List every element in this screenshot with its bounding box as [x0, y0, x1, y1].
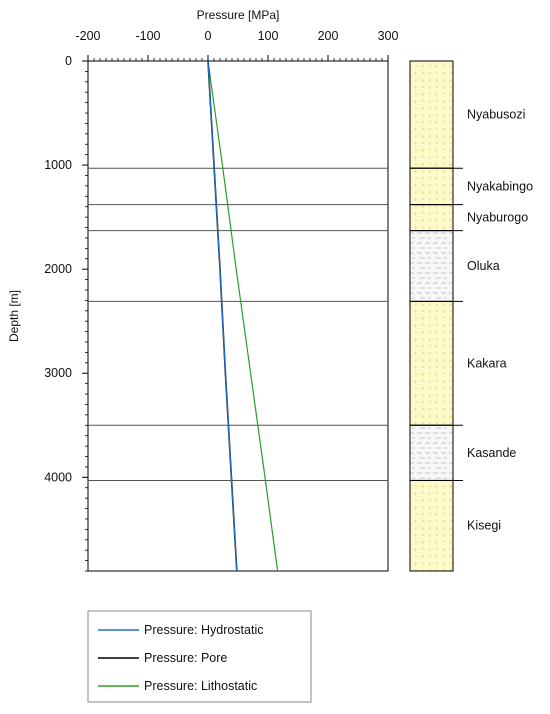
formation-label: Kasande — [467, 446, 516, 460]
lithology-block — [409, 204, 454, 232]
legend: Pressure: Hydrostatic Pressure: Pore Press… — [87, 610, 312, 703]
x-tick-label: 100 — [258, 29, 279, 43]
series-line-pressure--lithostatic — [207, 60, 279, 572]
legend-label: Pressure: Lithostatic — [144, 679, 257, 693]
lithology-block — [409, 60, 454, 169]
y-tick-label: 2000 — [44, 262, 72, 276]
y-axis-title: Depth [m] — [7, 290, 21, 342]
formation-label: Nyaburogo — [467, 211, 528, 225]
lithology-block — [409, 424, 454, 481]
x-axis-title: Pressure [MPa] — [197, 8, 280, 22]
legend-label: Pressure: Pore — [144, 651, 227, 665]
lithology-column — [409, 60, 463, 572]
formation-label: Oluka — [467, 259, 500, 273]
y-tick-label: 3000 — [44, 366, 72, 380]
lithology-block — [409, 230, 454, 302]
series-line-pressure--hydrostatic — [207, 60, 238, 572]
x-axis: -200 -100 0 100 200 300 — [75, 29, 398, 61]
plot-area — [87, 60, 389, 572]
lithology-frame — [409, 60, 454, 572]
y-tick-label: 0 — [65, 54, 72, 68]
x-tick-label: 300 — [378, 29, 399, 43]
y-axis: 0 1000 2000 3000 4000 — [44, 54, 88, 572]
legend-box — [87, 610, 312, 703]
y-tick-label: 1000 — [44, 158, 72, 172]
x-tick-label: 200 — [318, 29, 339, 43]
legend-label: Pressure: Hydrostatic — [144, 623, 263, 637]
formation-labels: Nyabusozi Nyakabingo Nyaburogo Oluka Kakara K… — [467, 108, 533, 533]
formation-top-lines — [88, 167, 388, 481]
lithology-block — [409, 300, 454, 426]
lithology-block — [409, 167, 454, 206]
lithology-block — [409, 479, 454, 572]
x-tick-label: 0 — [205, 29, 212, 43]
x-tick-label: -200 — [75, 29, 100, 43]
x-tick-label: -100 — [135, 29, 160, 43]
formation-label: Nyakabingo — [467, 179, 533, 193]
series-lines — [207, 60, 279, 572]
formation-label: Nyabusozi — [467, 108, 525, 122]
formation-label: Kakara — [467, 356, 507, 370]
y-tick-label: 4000 — [44, 470, 72, 484]
formation-label: Kisegi — [467, 519, 501, 533]
